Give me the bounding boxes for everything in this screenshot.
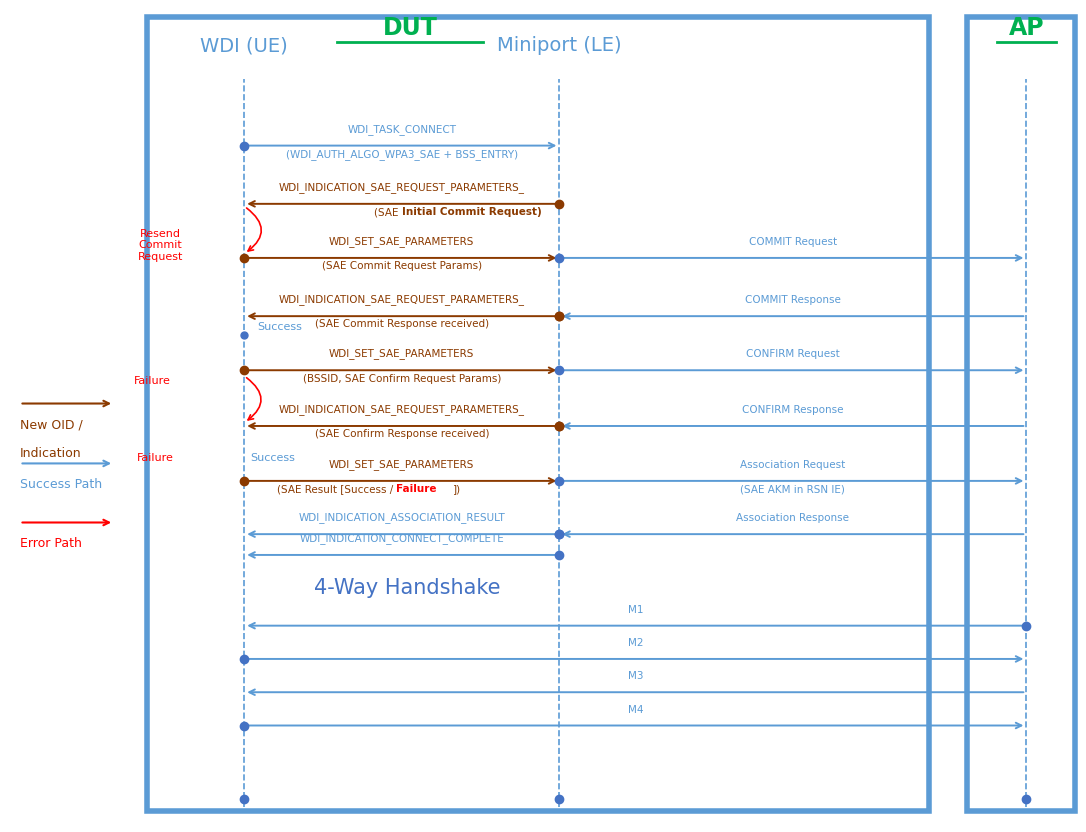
Text: WDI_INDICATION_SAE_REQUEST_PARAMETERS_: WDI_INDICATION_SAE_REQUEST_PARAMETERS_ [279,295,525,305]
Text: (SAE Commit Request Params): (SAE Commit Request Params) [321,261,482,271]
Text: DUT: DUT [383,17,438,40]
Text: WDI (UE): WDI (UE) [201,37,288,55]
Text: CONFIRM Request: CONFIRM Request [746,349,839,359]
Text: M2: M2 [628,638,643,648]
Text: M3: M3 [628,671,643,681]
Text: M4: M4 [628,705,643,715]
Text: M1: M1 [628,605,643,615]
Text: Association Request: Association Request [741,460,845,470]
Text: WDI_SET_SAE_PARAMETERS: WDI_SET_SAE_PARAMETERS [329,236,475,247]
Text: 4-Way Handshake: 4-Way Handshake [314,578,501,598]
Text: Success: Success [257,322,302,332]
Text: CONFIRM Response: CONFIRM Response [742,405,844,415]
Text: Association Response: Association Response [736,513,849,523]
Text: Failure: Failure [137,453,174,463]
Text: (SAE Commit Response received): (SAE Commit Response received) [315,319,489,329]
Text: COMMIT Response: COMMIT Response [745,295,841,305]
Text: AP: AP [1009,17,1044,40]
Text: WDI_INDICATION_SAE_REQUEST_PARAMETERS_: WDI_INDICATION_SAE_REQUEST_PARAMETERS_ [279,404,525,415]
Text: Failure: Failure [134,376,171,386]
Text: WDI_INDICATION_CONNECT_COMPLETE: WDI_INDICATION_CONNECT_COMPLETE [300,533,504,544]
Text: Resend
Commit
Request: Resend Commit Request [138,229,184,262]
Text: ]): ]) [453,484,460,494]
Text: WDI_TASK_CONNECT: WDI_TASK_CONNECT [348,124,456,135]
Text: (SAE: (SAE [374,207,402,217]
Text: (SAE AKM in RSN IE): (SAE AKM in RSN IE) [741,484,845,494]
Bar [967,17,1075,811]
Text: Success: Success [250,453,294,463]
Text: WDI_SET_SAE_PARAMETERS: WDI_SET_SAE_PARAMETERS [329,459,475,470]
Text: (SAE Confirm Response received): (SAE Confirm Response received) [315,429,489,439]
Text: WDI_INDICATION_SAE_REQUEST_PARAMETERS_: WDI_INDICATION_SAE_REQUEST_PARAMETERS_ [279,182,525,193]
Text: (BSSID, SAE Confirm Request Params): (BSSID, SAE Confirm Request Params) [303,374,501,384]
Text: Success Path: Success Path [20,478,102,492]
Text: Miniport (LE): Miniport (LE) [497,37,621,55]
Text: (WDI_AUTH_ALGO_WPA3_SAE + BSS_ENTRY): (WDI_AUTH_ALGO_WPA3_SAE + BSS_ENTRY) [286,149,518,160]
Text: WDI_INDICATION_ASSOCIATION_RESULT: WDI_INDICATION_ASSOCIATION_RESULT [299,513,505,523]
Text: (SAE Result [Success /: (SAE Result [Success / [277,484,396,494]
Text: WDI_SET_SAE_PARAMETERS: WDI_SET_SAE_PARAMETERS [329,349,475,359]
Text: Failure: Failure [396,484,437,494]
Text: Error Path: Error Path [20,537,81,551]
Text: Initial Commit Request): Initial Commit Request) [402,207,542,217]
Text: Indication: Indication [20,447,81,460]
Bar [147,17,929,811]
Text: COMMIT Request: COMMIT Request [748,237,837,247]
Text: New OID /: New OID / [20,418,83,432]
